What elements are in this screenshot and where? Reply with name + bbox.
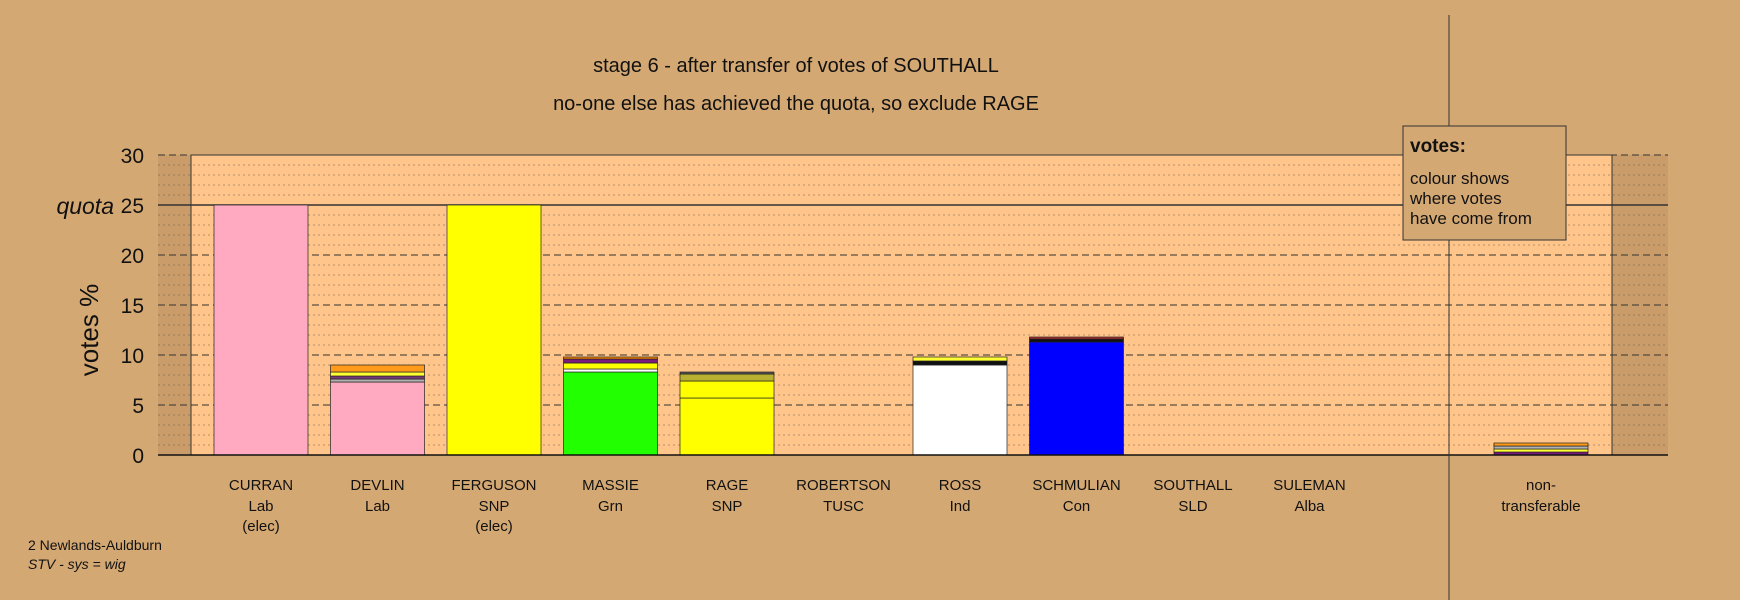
y-tick-label: 15	[121, 295, 144, 318]
bar-segment	[679, 380, 775, 399]
candidate-name: DEVLIN	[350, 477, 404, 494]
candidate-party: SNP	[712, 498, 743, 515]
bar-segment	[1029, 341, 1124, 456]
legend-line: where votes	[1409, 189, 1502, 208]
bar-segment	[912, 364, 1008, 456]
y-axis-label: votes %	[74, 284, 104, 377]
y-tick-label: 30	[121, 145, 144, 168]
bar-devlin	[330, 364, 425, 456]
bar-segment	[563, 362, 658, 370]
legend-line: have come from	[1410, 209, 1532, 228]
candidate-party: Grn	[598, 498, 623, 515]
candidate-name: RAGE	[706, 477, 749, 494]
candidate-party: Con	[1063, 498, 1091, 515]
legend-heading: votes:	[1410, 136, 1466, 157]
chart-subtitle: no-one else has achieved the quota, so e…	[553, 93, 1039, 115]
candidate-party: TUSC	[823, 498, 864, 515]
chart-footer: 2 Newlands-Auldburn STV - sys = wig	[28, 536, 162, 574]
candidate-name: FERGUSON	[451, 477, 536, 494]
candidate-party: Lab	[365, 498, 390, 515]
bar-rage	[679, 371, 775, 456]
bar-segment	[1493, 448, 1589, 453]
candidate-name: non-	[1526, 477, 1556, 494]
candidate-name: MASSIE	[582, 477, 639, 494]
candidate-name: SULEMAN	[1273, 477, 1346, 494]
y-tick-label: 5	[132, 395, 144, 418]
bar-segment	[563, 368, 658, 373]
bar-non	[1493, 442, 1589, 456]
bar-segment	[446, 204, 542, 456]
bar-segment	[330, 375, 425, 380]
candidate-name: CURRAN	[229, 477, 293, 494]
bar-massie	[563, 356, 658, 456]
voting-system: STV - sys = wig	[28, 556, 126, 572]
candidate-status: (elec)	[475, 518, 513, 535]
candidate-name: ROBERTSON	[796, 477, 891, 494]
y-tick-label: 20	[121, 245, 144, 268]
candidate-name: SCHMULIAN	[1032, 477, 1120, 494]
bar-segment	[563, 358, 658, 364]
bar-segment	[330, 381, 425, 456]
legend-box: votes: colour shows where votes have com…	[1402, 125, 1567, 241]
bar-segment	[330, 364, 425, 373]
bar-segment	[679, 373, 775, 382]
y-tick-label: 10	[121, 345, 144, 368]
bar-ross	[912, 356, 1008, 456]
bar-segment	[213, 204, 309, 456]
legend-line: colour shows	[1410, 169, 1509, 188]
ward-name: 2 Newlands-Auldburn	[28, 537, 162, 553]
bar-segment	[563, 356, 658, 360]
candidate-party: transferable	[1501, 498, 1580, 515]
candidate-party: SLD	[1178, 498, 1207, 515]
chart-title: stage 6 - after transfer of votes of SOU…	[593, 55, 999, 77]
y-tick-label: 25	[121, 195, 144, 218]
bar-segment	[1493, 442, 1589, 447]
candidate-party: Alba	[1294, 498, 1325, 515]
bar-segment	[563, 371, 658, 456]
bar-segment	[330, 371, 425, 377]
bar-segment	[912, 356, 1008, 362]
bar-segment	[1029, 336, 1124, 340]
candidate-party: Ind	[950, 498, 971, 515]
candidate-name: ROSS	[939, 477, 982, 494]
bar-ferguson	[446, 204, 542, 456]
candidate-status: (elec)	[242, 518, 280, 535]
bar-segment	[1029, 338, 1124, 343]
y-tick-label: 0	[132, 445, 144, 468]
candidate-name: SOUTHALL	[1153, 477, 1232, 494]
bar-schmulian	[1029, 336, 1124, 456]
bar-curran	[213, 204, 309, 456]
quota-label: quota	[56, 193, 114, 219]
bar-segment	[912, 360, 1008, 366]
bar-segment	[679, 397, 775, 456]
candidate-party: SNP	[479, 498, 510, 515]
candidate-party: Lab	[248, 498, 273, 515]
bar-segment	[330, 378, 425, 383]
bar-segment	[679, 371, 775, 375]
bar-segment	[1493, 445, 1589, 450]
